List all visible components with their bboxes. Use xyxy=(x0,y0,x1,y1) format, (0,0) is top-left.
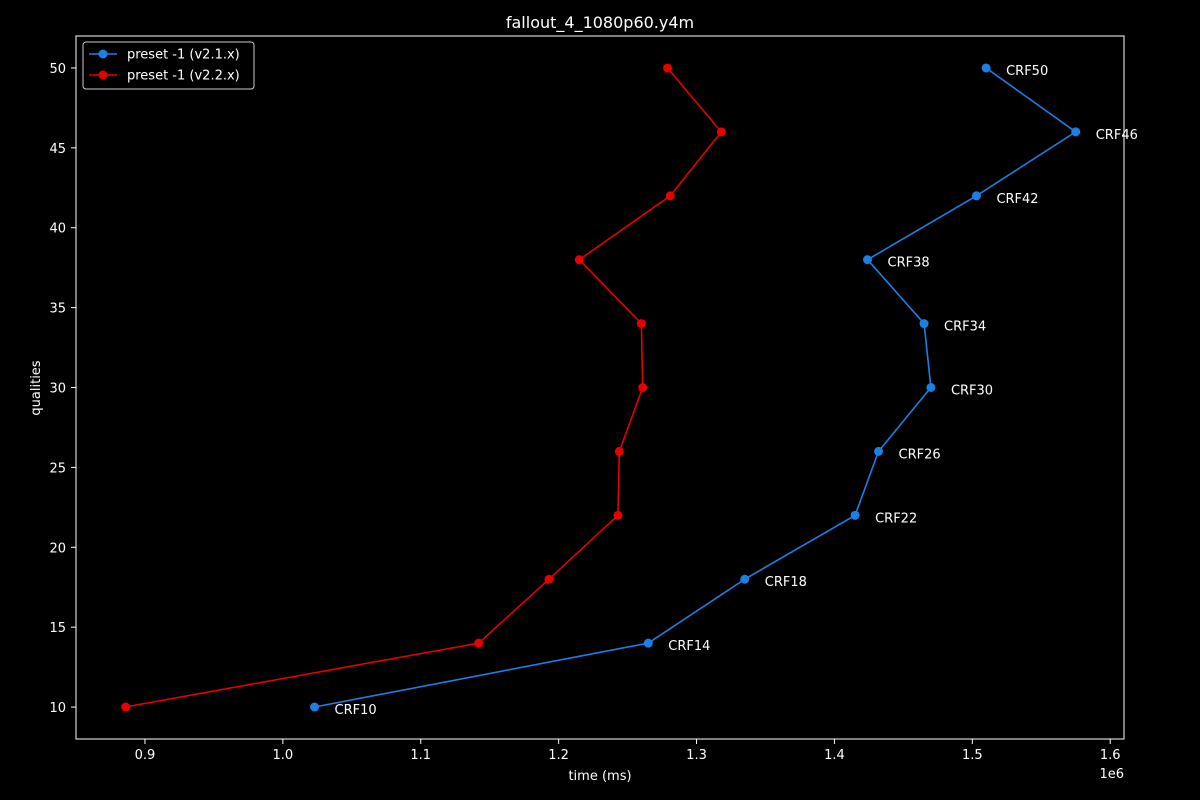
y-tick-label: 35 xyxy=(49,302,66,317)
data-point xyxy=(850,510,860,520)
data-label: CRF34 xyxy=(944,320,986,335)
data-label: CRF22 xyxy=(875,511,917,526)
data-point xyxy=(919,319,929,329)
y-tick-label: 20 xyxy=(49,541,66,556)
x-tick-label: 1.6 xyxy=(1100,748,1121,763)
data-point xyxy=(310,702,320,712)
x-tick-label: 1.2 xyxy=(548,748,569,763)
data-label: CRF42 xyxy=(996,192,1038,207)
data-label: CRF14 xyxy=(668,639,710,654)
data-point xyxy=(971,191,981,201)
y-tick-label: 40 xyxy=(49,222,66,237)
data-point xyxy=(926,383,936,392)
data-point xyxy=(740,574,750,584)
legend: preset -1 (v2.1.x) preset -1 (v2.2.x) xyxy=(82,41,255,90)
legend-box xyxy=(82,41,255,90)
data-label: CRF38 xyxy=(888,256,930,271)
x-axis-offset-label: 1e6 xyxy=(1099,767,1124,782)
data-point xyxy=(638,383,648,392)
y-tick-label: 15 xyxy=(49,621,66,636)
data-point xyxy=(474,638,484,648)
chart-title: fallout_4_1080p60.y4m xyxy=(506,13,694,33)
data-label: CRF10 xyxy=(335,703,377,718)
y-tick-label: 25 xyxy=(49,461,66,476)
legend-entry-label: preset -1 (v2.2.x) xyxy=(127,69,240,84)
data-point xyxy=(863,255,873,265)
data-point xyxy=(981,63,991,73)
data-point xyxy=(613,510,623,520)
data-point xyxy=(1071,127,1081,137)
data-point xyxy=(614,446,624,456)
data-label: CRF30 xyxy=(951,384,993,399)
data-point xyxy=(544,574,554,584)
x-axis-label: time (ms) xyxy=(568,769,631,784)
y-tick-label: 50 xyxy=(49,62,66,77)
data-point xyxy=(643,638,653,648)
series-2 xyxy=(121,63,726,712)
x-tick-label: 1.1 xyxy=(410,748,431,763)
y-tick-label: 10 xyxy=(49,701,66,716)
y-tick-label: 45 xyxy=(49,142,66,157)
x-tick-label: 1.5 xyxy=(962,748,983,763)
legend-entry-label: preset -1 (v2.1.x) xyxy=(127,48,240,63)
data-label: CRF46 xyxy=(1096,128,1138,143)
legend-marker xyxy=(98,70,108,80)
x-tick-label: 1.3 xyxy=(686,748,707,763)
data-point xyxy=(663,63,673,73)
data-point xyxy=(716,127,726,137)
x-tick-label: 0.9 xyxy=(135,748,156,763)
data-label: CRF50 xyxy=(1006,64,1048,79)
data-label: CRF26 xyxy=(899,447,941,462)
x-tick-label: 1.0 xyxy=(272,748,293,763)
x-tick-label: 1.4 xyxy=(824,748,845,763)
data-point xyxy=(636,319,646,329)
data-point xyxy=(665,191,675,201)
y-axis-label: qualities xyxy=(29,360,44,415)
series-1: CRF10 CRF14 CRF18 CRF22 CRF26 CRF30 CRF34 CRF38… xyxy=(310,63,1138,718)
data-point xyxy=(574,255,584,265)
data-label: CRF18 xyxy=(765,575,807,590)
data-point xyxy=(874,446,884,456)
y-tick-label: 30 xyxy=(49,382,66,397)
legend-marker xyxy=(98,49,108,59)
plot-area: 0.9 1.0 1.1 1.2 1.3 1.4 1.5 1.6 10 15 20 25 30 35 40 45… xyxy=(49,35,1138,763)
data-point xyxy=(121,702,131,712)
